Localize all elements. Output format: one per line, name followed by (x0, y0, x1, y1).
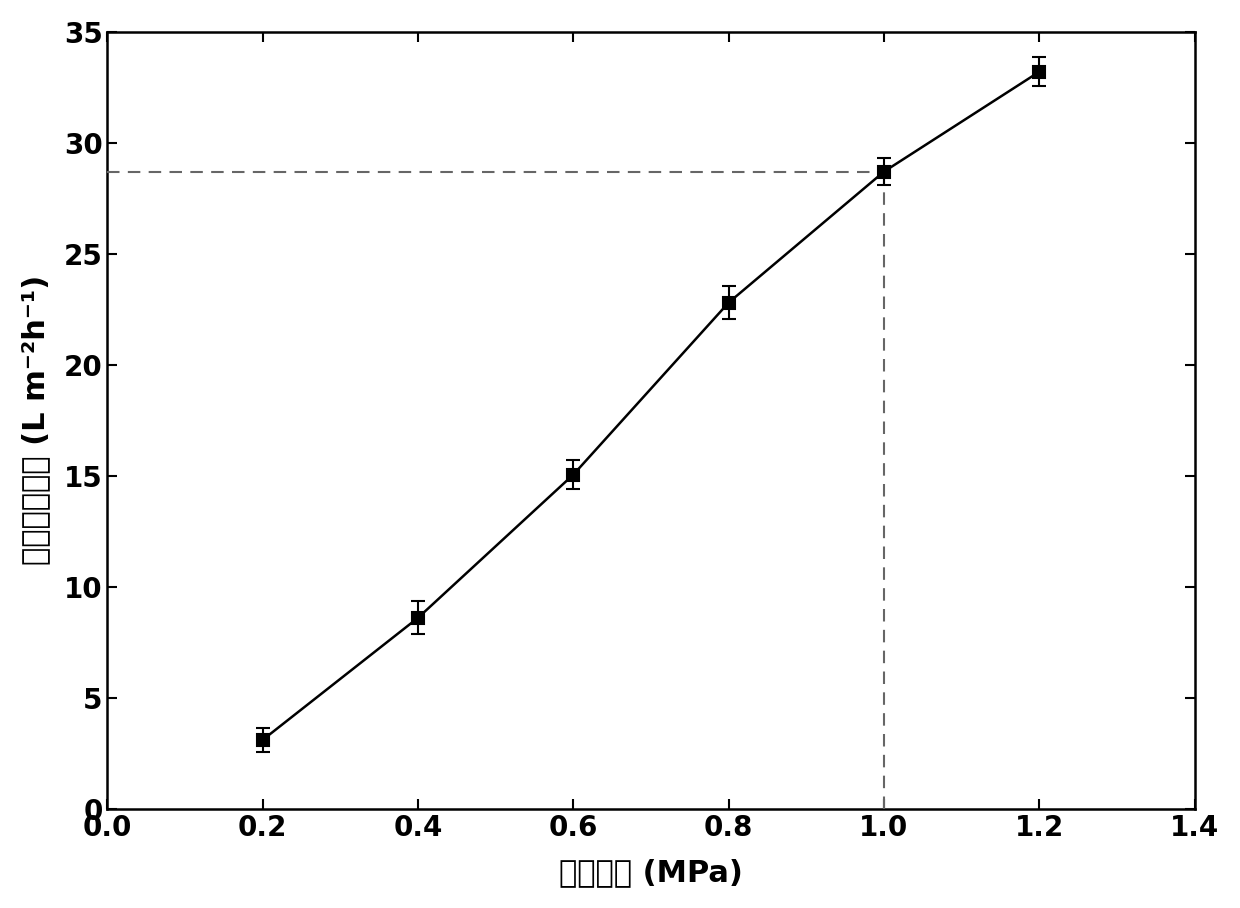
X-axis label: 操作压力 (MPa): 操作压力 (MPa) (559, 858, 743, 887)
Y-axis label: 纯水渗透系数 (L m⁻²h⁻¹): 纯水渗透系数 (L m⁻²h⁻¹) (21, 275, 50, 566)
